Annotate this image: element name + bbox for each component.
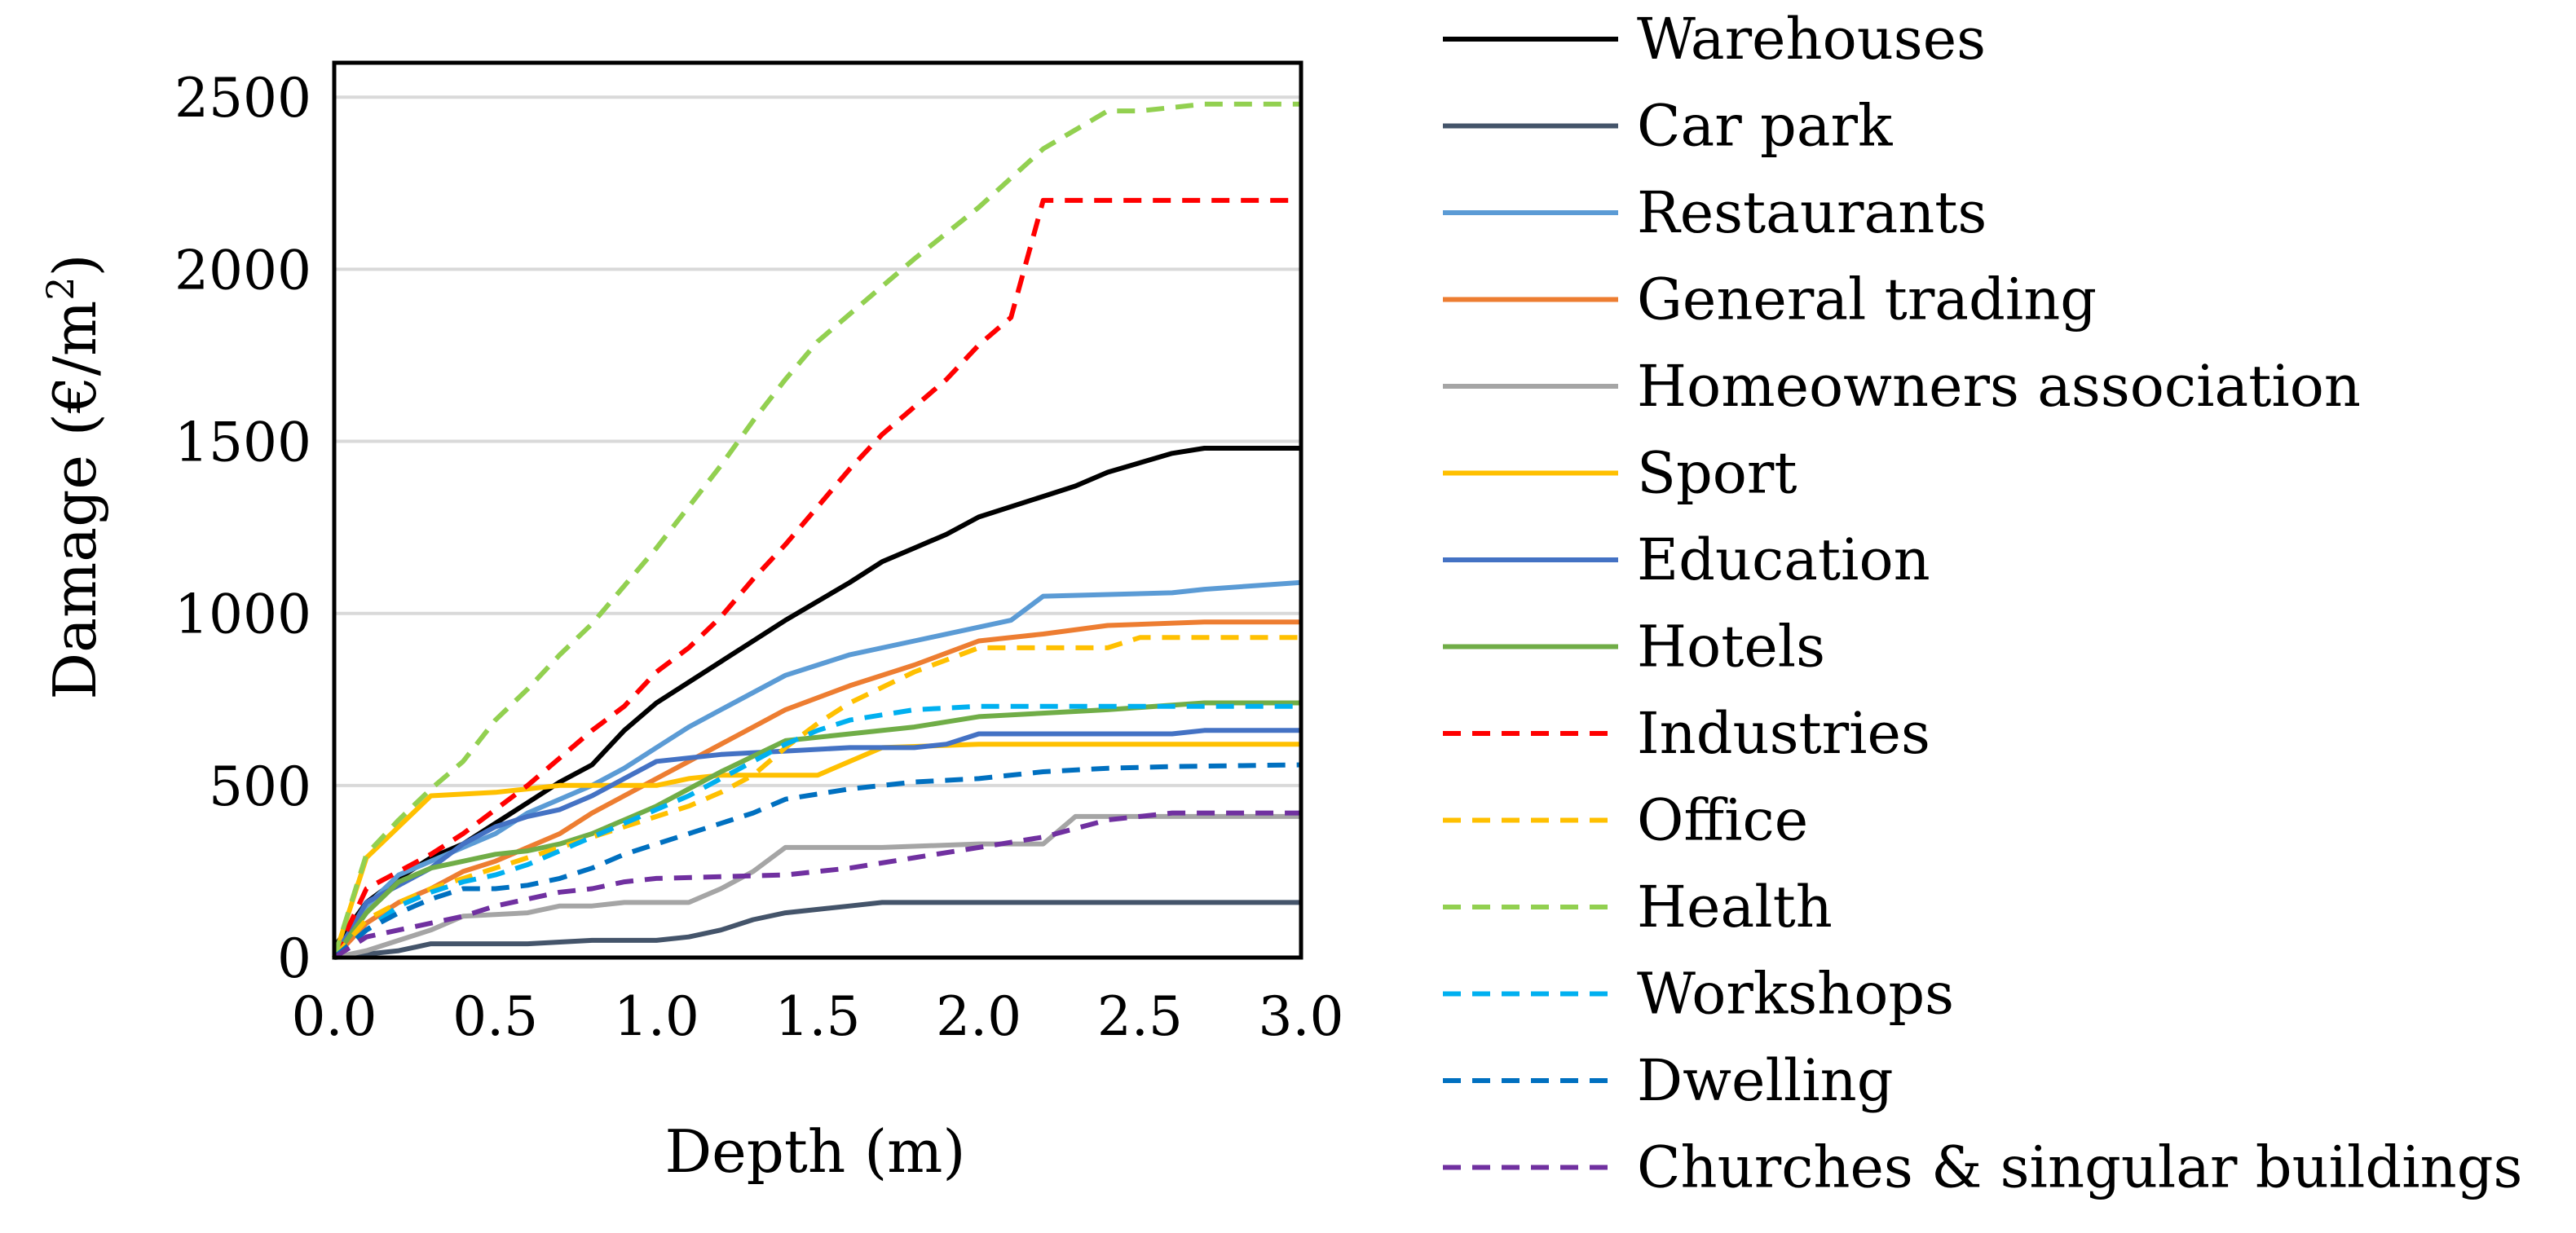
x-tick-label: 1.0 [614,985,699,1048]
x-tick-label: 0.5 [452,985,538,1048]
legend-label-churches-singular-buildings: Churches & singular buildings [1637,1134,2522,1201]
series-line-workshops [333,703,1301,960]
legend-label-car-park: Car park [1637,93,1893,160]
series-line-office [332,635,1301,959]
y-tick-label: 0 [277,927,311,990]
legend-label-homeowners-association: Homeowners association [1637,353,2361,420]
legend-label-hotels: Hotels [1637,614,1825,680]
x-tick-label: 1.5 [775,985,861,1048]
x-tick-label: 0.0 [292,985,377,1048]
y-tick-label: 1000 [174,583,311,646]
series-line-education [332,728,1301,959]
gridlines [334,95,1301,787]
legend-label-warehouses: Warehouses [1637,6,1986,73]
legend-label-workshops: Workshops [1637,961,1954,1028]
y-axis-label-superscript: 2 [38,276,82,300]
y-axis-label: Damage (€/m2) [38,253,109,699]
y-tick-label: 1500 [174,412,311,474]
series-line-industries [332,197,1301,959]
legend-label-sport: Sport [1637,440,1797,507]
series-lines [332,101,1302,960]
legend-label-health: Health [1637,874,1833,940]
legend-label-general-trading: General trading [1637,266,2097,333]
x-tick-labels: 0.0 0.5 1.0 1.5 2.0 2.5 3.0 [292,985,1344,1048]
series-line-general-trading [332,619,1301,960]
x-tick-label: 2.5 [1097,985,1183,1048]
legend: Warehouses Car park Restaurants General tra… [1443,6,2522,1201]
y-tick-label: 2500 [174,67,311,130]
x-tick-label: 3.0 [1259,985,1344,1048]
series-line-churches-singular-buildings [333,810,1301,960]
series-line-homeowners-association [333,813,1301,960]
x-tick-label: 2.0 [936,985,1021,1048]
plot-frame [332,60,1303,960]
y-axis-label-main: Damage (€/m [41,301,109,700]
legend-label-dwelling: Dwelling [1637,1047,1894,1114]
series-line-car-park [333,900,1301,960]
legend-label-office: Office [1637,787,1808,854]
y-tick-labels: 0 500 1000 1500 2000 2500 [174,67,311,990]
y-tick-label: 500 [209,755,311,818]
legend-label-industries: Industries [1637,700,1930,767]
x-axis-label: Depth (m) [664,1117,965,1186]
series-line-dwelling [333,762,1302,960]
series-line-sport [332,742,1301,958]
series-line-hotels [332,700,1301,959]
y-tick-label: 2000 [174,239,311,302]
legend-label-restaurants: Restaurants [1637,179,1987,246]
legend-label-education: Education [1637,526,1930,593]
series-line-health [332,101,1301,958]
y-axis-label-close: ) [41,253,109,276]
